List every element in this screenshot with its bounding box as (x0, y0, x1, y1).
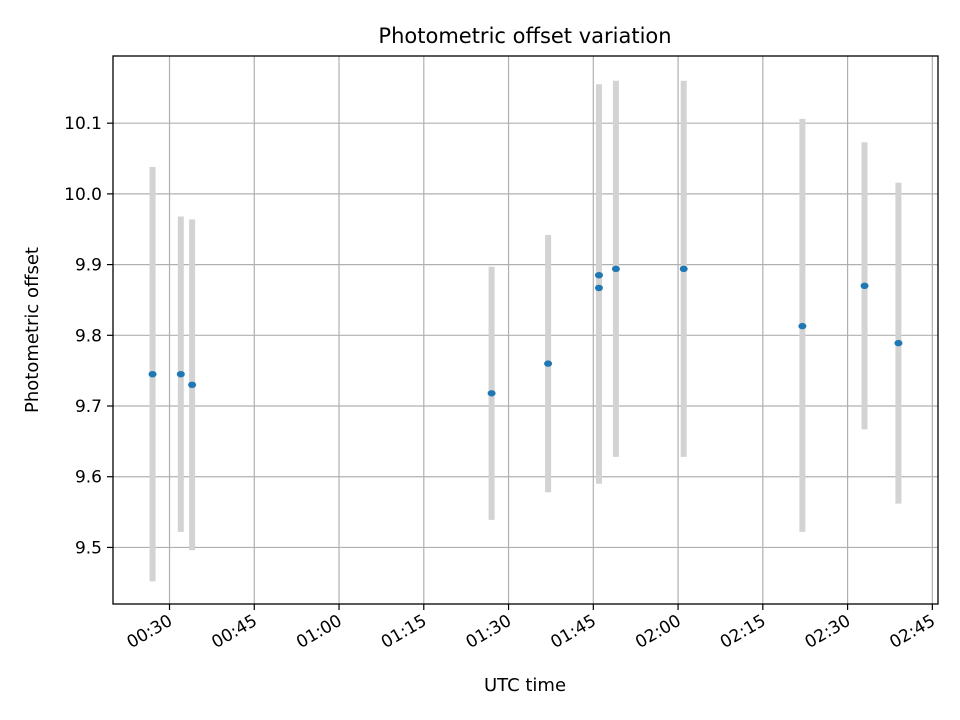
plot-frame (112, 55, 939, 605)
y-tick-label: 9.5 (75, 538, 102, 558)
y-tick-label: 10.0 (64, 185, 102, 205)
data-point (679, 265, 688, 273)
data-point (176, 370, 185, 378)
y-tick-label: 10.1 (64, 114, 102, 134)
data-point (487, 390, 496, 397)
data-point (544, 360, 553, 367)
data-point (894, 339, 903, 347)
y-axis-ticks: 9.5 9.6 9.7 9.8 9.9 10.0 10.1 (64, 114, 113, 558)
y-tick-label: 9.7 (75, 397, 102, 417)
data-points (148, 265, 903, 397)
data-point (594, 284, 603, 292)
y-axis-title: Photometric offset (22, 247, 43, 413)
x-axis-title: UTC time (484, 675, 566, 696)
data-point (188, 381, 197, 388)
y-tick-label: 9.8 (75, 326, 102, 346)
y-tick-label: 9.6 (75, 468, 102, 488)
data-point (594, 272, 603, 279)
chart-title: Photometric offset variation (378, 24, 671, 48)
data-point (611, 265, 620, 273)
y-tick-label: 9.9 (75, 256, 102, 276)
data-point (860, 282, 869, 290)
data-point (798, 322, 807, 330)
data-point (148, 370, 157, 378)
